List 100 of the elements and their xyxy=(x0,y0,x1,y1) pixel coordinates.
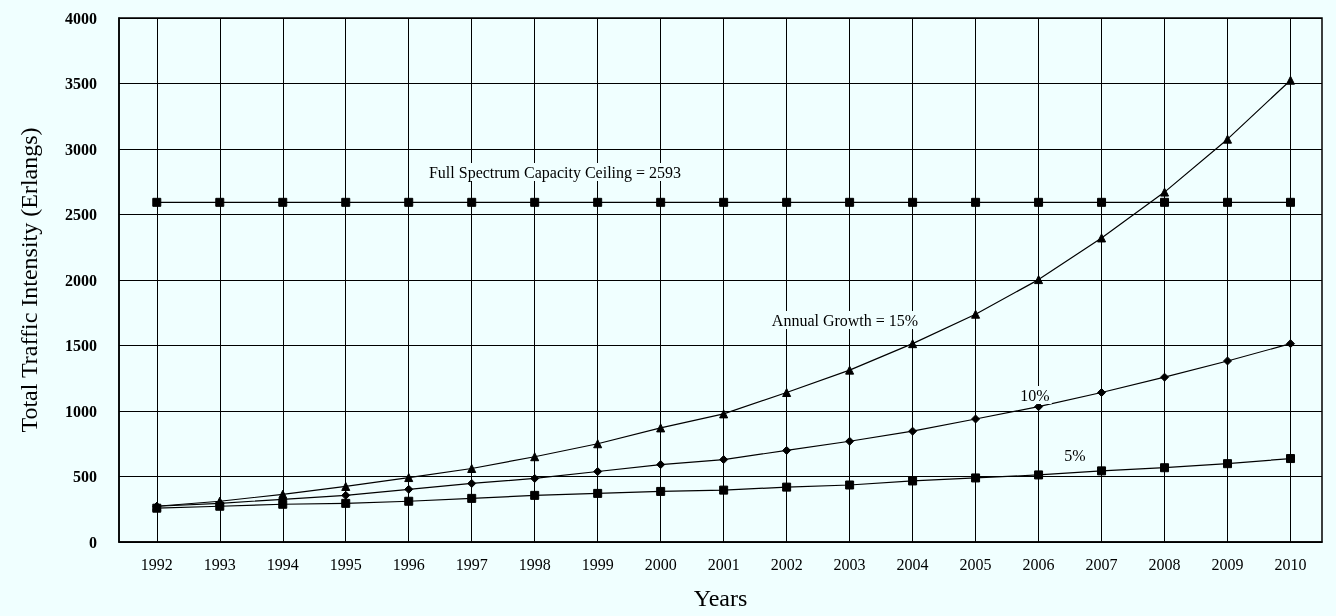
point xyxy=(908,339,918,349)
x-tick-label: 2002 xyxy=(770,555,803,573)
point xyxy=(656,423,666,433)
y-tick-label: 0 xyxy=(89,533,97,551)
point xyxy=(278,499,288,509)
point xyxy=(152,197,162,207)
x-tick-label: 2001 xyxy=(707,555,740,573)
point xyxy=(782,445,792,455)
x-tick-label: 2007 xyxy=(1085,555,1118,573)
point xyxy=(971,197,981,207)
point xyxy=(782,482,792,492)
point xyxy=(782,388,792,398)
point xyxy=(845,365,855,375)
point xyxy=(467,493,477,503)
x-tick-label: 2008 xyxy=(1148,555,1181,573)
point xyxy=(971,414,981,424)
point xyxy=(1223,197,1233,207)
point xyxy=(1223,356,1233,366)
point xyxy=(1097,197,1107,207)
y-tick-label: 1500 xyxy=(65,337,97,354)
point xyxy=(656,486,666,496)
y-tick-label: 3000 xyxy=(65,140,97,158)
point xyxy=(971,309,981,319)
point xyxy=(845,480,855,490)
point xyxy=(656,197,666,207)
point xyxy=(278,197,288,207)
x-tick-label: 1992 xyxy=(140,555,173,573)
series-label: Full Spectrum Capacity Ceiling = 2593 xyxy=(428,163,682,182)
point xyxy=(1034,197,1044,207)
point xyxy=(215,197,225,207)
point xyxy=(1034,470,1044,480)
point xyxy=(845,197,855,207)
y-axis-title: Total Traffic Intensity (Erlangs) xyxy=(16,127,42,433)
series-label: 10% xyxy=(1020,386,1050,404)
x-tick-label: 2004 xyxy=(896,555,929,573)
point xyxy=(467,464,477,474)
point xyxy=(530,473,540,483)
point xyxy=(341,490,351,500)
point xyxy=(530,490,540,500)
x-tick-label: 1994 xyxy=(266,555,299,573)
point xyxy=(341,481,351,491)
x-tick-label: 2010 xyxy=(1274,555,1307,573)
point xyxy=(530,197,540,207)
point xyxy=(1286,75,1296,85)
point xyxy=(719,197,729,207)
x-tick-label: 2009 xyxy=(1211,555,1244,573)
point xyxy=(845,436,855,446)
y-tick-label: 3500 xyxy=(65,75,97,92)
x-tick-label: 2005 xyxy=(959,555,992,573)
point xyxy=(1286,339,1296,349)
x-tick-label: 1995 xyxy=(329,555,362,573)
x-tick-label: 1998 xyxy=(518,555,551,573)
x-tick-label: 1996 xyxy=(392,555,425,573)
point xyxy=(1097,233,1107,243)
x-axis-title: Years xyxy=(693,585,748,611)
point xyxy=(404,484,414,494)
y-tick-label: 500 xyxy=(73,468,97,485)
point xyxy=(1097,466,1107,476)
point xyxy=(719,455,729,465)
point xyxy=(593,439,603,449)
point xyxy=(1286,454,1296,464)
point xyxy=(530,452,540,462)
point xyxy=(908,426,918,436)
x-tick-label: 1993 xyxy=(203,555,236,573)
point xyxy=(1034,275,1044,285)
point xyxy=(593,197,603,207)
point xyxy=(341,498,351,508)
x-tick-label: 1997 xyxy=(455,555,488,573)
x-tick-label: 2003 xyxy=(833,555,866,573)
point xyxy=(656,460,666,470)
y-tick-label: 4000 xyxy=(65,9,97,27)
point xyxy=(719,485,729,495)
point xyxy=(1160,197,1170,207)
point xyxy=(719,409,729,419)
point xyxy=(1286,197,1296,207)
point xyxy=(593,488,603,498)
point xyxy=(1097,388,1107,398)
point xyxy=(1160,187,1170,197)
x-tick-label: 2006 xyxy=(1022,555,1055,573)
point xyxy=(971,473,981,483)
point xyxy=(1223,459,1233,469)
point xyxy=(782,197,792,207)
point xyxy=(1223,134,1233,144)
series-label: 5% xyxy=(1064,446,1086,464)
point xyxy=(404,197,414,207)
y-tick-label: 2000 xyxy=(65,271,97,289)
x-tick-label: 2000 xyxy=(644,555,677,573)
point xyxy=(908,476,918,486)
point xyxy=(467,197,477,207)
point xyxy=(908,197,918,207)
point xyxy=(404,473,414,483)
y-tick-label: 1000 xyxy=(65,402,97,420)
point xyxy=(341,197,351,207)
y-tick-label: 2500 xyxy=(65,206,97,223)
x-tick-label: 1999 xyxy=(581,555,614,573)
point xyxy=(467,478,477,488)
series-label: Annual Growth = 15% xyxy=(771,311,919,329)
point xyxy=(404,496,414,506)
point xyxy=(593,467,603,477)
point xyxy=(1160,372,1170,382)
